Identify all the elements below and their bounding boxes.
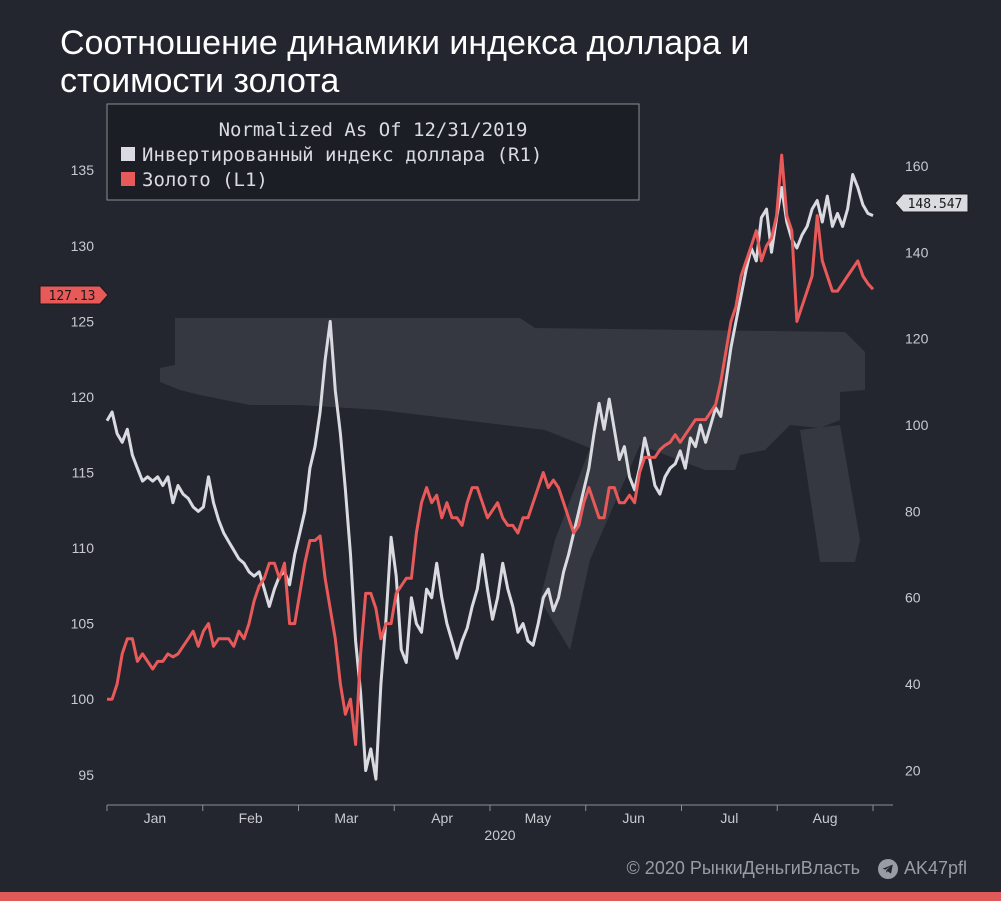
legend-swatch-dollar xyxy=(121,147,135,161)
last-value-right-marker: 148.547 xyxy=(894,193,969,213)
right-tick-label: 40 xyxy=(905,676,921,692)
left-tick-label: 120 xyxy=(71,389,95,405)
x-tick-label: Mar xyxy=(334,810,358,826)
x-tick-label: Jun xyxy=(622,810,645,826)
left-tick-label: 95 xyxy=(78,767,94,783)
telegram-icon xyxy=(877,858,898,879)
legend-item-dollar: Инвертированный индекс доллара (R1) xyxy=(142,144,542,166)
left-tick-label: 130 xyxy=(71,238,95,254)
left-tick-label: 115 xyxy=(72,465,95,481)
series-line-gold xyxy=(107,153,875,746)
x-tick-label: Jan xyxy=(144,810,167,826)
copyright-text: © 2020 РынкиДеньгиВласть xyxy=(626,858,860,878)
left-tick-label: 110 xyxy=(72,540,95,556)
left-tick-label: 125 xyxy=(71,313,95,329)
page-title: Соотношение динамики индекса доллара и с… xyxy=(60,24,960,100)
bottom-accent-bar xyxy=(0,892,1001,901)
left-tick-label: 105 xyxy=(71,616,95,632)
right-tick-label: 80 xyxy=(905,503,921,519)
right-tick-label: 160 xyxy=(905,158,929,174)
legend-swatch-gold xyxy=(121,172,135,186)
right-tick-label: 140 xyxy=(905,244,929,260)
series-line-dollar xyxy=(105,173,874,781)
right-tick-label: 120 xyxy=(905,331,929,347)
chart-series xyxy=(105,153,875,781)
x-tick-label: Jul xyxy=(720,810,738,826)
right-tick-label: 20 xyxy=(905,762,921,778)
last-value-right: 148.547 xyxy=(908,197,963,212)
title-line-1: Соотношение динамики индекса доллара и xyxy=(60,24,750,62)
footer: © 2020 РынкиДеньгиВласть AK47pfl xyxy=(627,858,967,879)
left-tick-label: 135 xyxy=(71,162,95,178)
telegram-handle: AK47pfl xyxy=(903,858,967,878)
right-tick-label: 60 xyxy=(905,590,921,606)
left-tick-label: 100 xyxy=(71,691,95,707)
chart-axes: 95 100 105 110 115 120 125 130 135 20 40 60 80 100 120… xyxy=(71,158,929,843)
x-tick-label: Feb xyxy=(239,810,263,826)
x-year-label: 2020 xyxy=(484,827,515,843)
last-value-left: 127.13 xyxy=(49,289,96,304)
x-tick-label: Aug xyxy=(813,810,838,826)
legend-item-gold: Золото (L1) xyxy=(142,169,268,191)
title-line-2: стоимости золота xyxy=(60,62,340,100)
last-value-left-marker: 127.13 xyxy=(39,285,109,305)
x-tick-label: May xyxy=(525,810,551,826)
legend: Normalized As Of 12/31/2019 Инвертирован… xyxy=(106,103,640,201)
telegram-link[interactable]: AK47pfl xyxy=(877,858,967,879)
x-tick-label: Apr xyxy=(431,810,453,826)
right-tick-label: 100 xyxy=(905,417,929,433)
legend-heading: Normalized As Of 12/31/2019 xyxy=(219,119,528,141)
